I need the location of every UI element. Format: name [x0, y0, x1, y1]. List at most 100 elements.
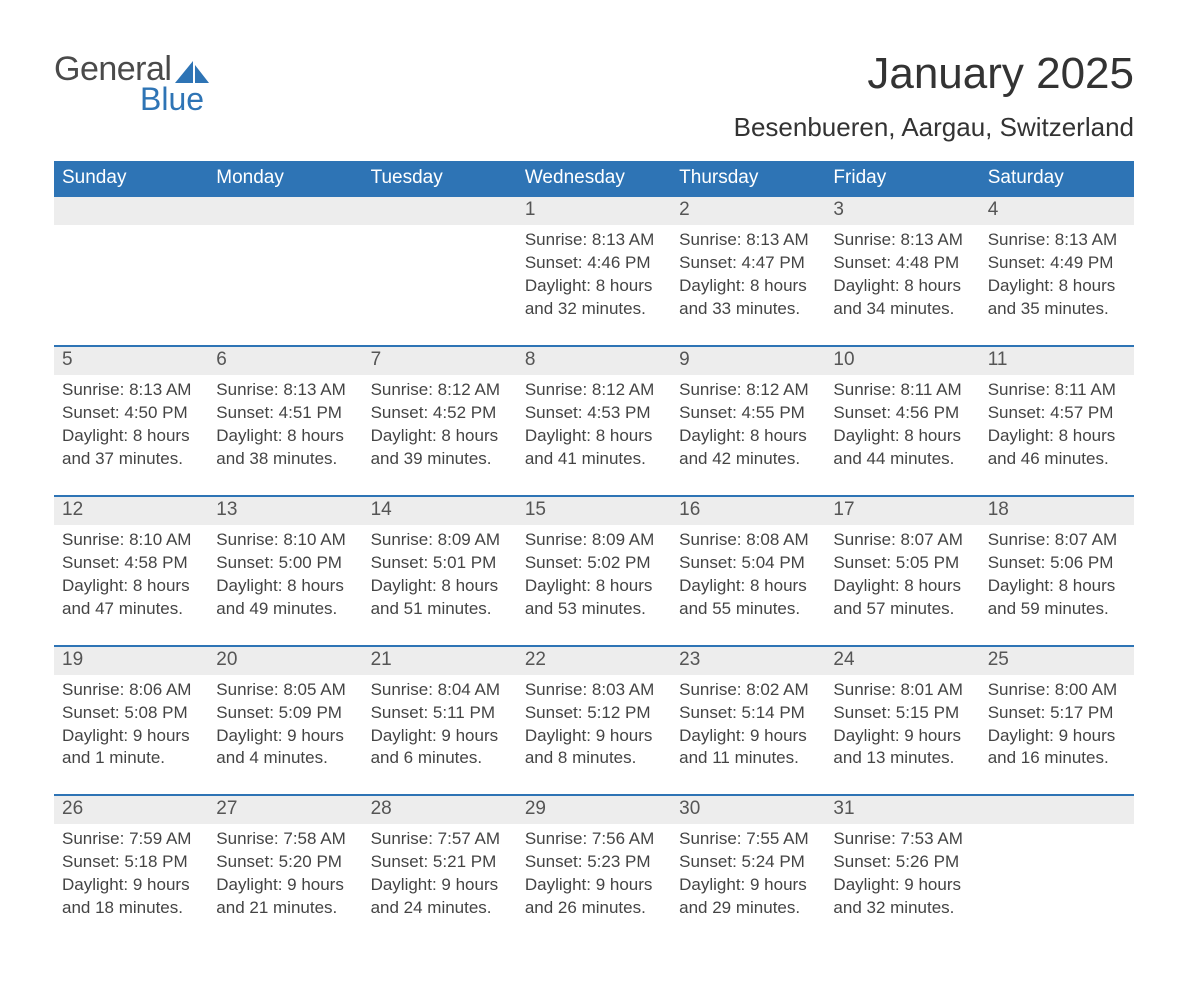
day-cell: Sunrise: 8:12 AMSunset: 4:52 PMDaylight:… [363, 375, 517, 495]
daylight-text-1: Daylight: 8 hours [62, 575, 200, 598]
day-cell: Sunrise: 8:04 AMSunset: 5:11 PMDaylight:… [363, 675, 517, 795]
daylight-text-2: and 47 minutes. [62, 598, 200, 621]
sunrise-text: Sunrise: 8:08 AM [679, 529, 817, 552]
day-number: 12 [54, 497, 208, 525]
day-number: 31 [825, 796, 979, 824]
sunset-text: Sunset: 5:08 PM [62, 702, 200, 725]
sunrise-text: Sunrise: 8:12 AM [679, 379, 817, 402]
day-number: 10 [825, 347, 979, 375]
sunrise-text: Sunrise: 8:12 AM [371, 379, 509, 402]
sunrise-text: Sunrise: 8:11 AM [988, 379, 1126, 402]
day-cell: Sunrise: 8:05 AMSunset: 5:09 PMDaylight:… [208, 675, 362, 795]
sunset-text: Sunset: 5:23 PM [525, 851, 663, 874]
daylight-text-2: and 38 minutes. [216, 448, 354, 471]
sunrise-text: Sunrise: 7:55 AM [679, 828, 817, 851]
day-number: 11 [980, 347, 1134, 375]
sunrise-text: Sunrise: 8:04 AM [371, 679, 509, 702]
daylight-text-1: Daylight: 9 hours [833, 874, 971, 897]
sunset-text: Sunset: 5:24 PM [679, 851, 817, 874]
day-number [980, 796, 1134, 824]
day-number: 7 [363, 347, 517, 375]
day-cell: Sunrise: 8:13 AMSunset: 4:51 PMDaylight:… [208, 375, 362, 495]
sunrise-text: Sunrise: 8:13 AM [833, 229, 971, 252]
day-number: 28 [363, 796, 517, 824]
sunset-text: Sunset: 4:48 PM [833, 252, 971, 275]
sunset-text: Sunset: 5:17 PM [988, 702, 1126, 725]
day-number: 25 [980, 647, 1134, 675]
day-cell: Sunrise: 7:55 AMSunset: 5:24 PMDaylight:… [671, 824, 825, 944]
daylight-text-2: and 32 minutes. [833, 897, 971, 920]
daylight-text-1: Daylight: 8 hours [679, 425, 817, 448]
sunrise-text: Sunrise: 8:13 AM [62, 379, 200, 402]
day-number: 19 [54, 647, 208, 675]
day-cell: Sunrise: 8:13 AMSunset: 4:47 PMDaylight:… [671, 225, 825, 345]
daylight-text-1: Daylight: 8 hours [679, 275, 817, 298]
sunset-text: Sunset: 5:04 PM [679, 552, 817, 575]
sunrise-text: Sunrise: 8:09 AM [371, 529, 509, 552]
day-cell: Sunrise: 8:03 AMSunset: 5:12 PMDaylight:… [517, 675, 671, 795]
day-header-row: Sunday Monday Tuesday Wednesday Thursday… [54, 161, 1134, 197]
daylight-text-2: and 57 minutes. [833, 598, 971, 621]
flag-icon [175, 61, 209, 83]
daylight-text-2: and 37 minutes. [62, 448, 200, 471]
sunrise-text: Sunrise: 8:10 AM [62, 529, 200, 552]
daylight-text-1: Daylight: 9 hours [216, 874, 354, 897]
daylight-text-1: Daylight: 9 hours [525, 725, 663, 748]
day-cell: Sunrise: 8:00 AMSunset: 5:17 PMDaylight:… [980, 675, 1134, 795]
day-number: 1 [517, 197, 671, 225]
week-body-row: Sunrise: 8:10 AMSunset: 4:58 PMDaylight:… [54, 525, 1134, 645]
header: General Blue January 2025 Besenbueren, A… [54, 50, 1134, 143]
daylight-text-1: Daylight: 9 hours [525, 874, 663, 897]
day-number: 30 [671, 796, 825, 824]
day-number: 3 [825, 197, 979, 225]
week-body-row: Sunrise: 8:13 AMSunset: 4:50 PMDaylight:… [54, 375, 1134, 495]
daylight-text-2: and 41 minutes. [525, 448, 663, 471]
day-cell [54, 225, 208, 345]
day-cell: Sunrise: 7:57 AMSunset: 5:21 PMDaylight:… [363, 824, 517, 944]
daylight-text-1: Daylight: 8 hours [525, 275, 663, 298]
daylight-text-2: and 29 minutes. [679, 897, 817, 920]
day-header-saturday: Saturday [980, 161, 1134, 197]
daylight-text-2: and 34 minutes. [833, 298, 971, 321]
day-cell: Sunrise: 8:12 AMSunset: 4:53 PMDaylight:… [517, 375, 671, 495]
day-number: 26 [54, 796, 208, 824]
day-number [54, 197, 208, 225]
daylight-text-1: Daylight: 8 hours [833, 275, 971, 298]
sunset-text: Sunset: 5:11 PM [371, 702, 509, 725]
daylight-text-1: Daylight: 8 hours [371, 575, 509, 598]
sunset-text: Sunset: 4:53 PM [525, 402, 663, 425]
day-number: 17 [825, 497, 979, 525]
week-daynum-row: 19202122232425 [54, 645, 1134, 675]
daylight-text-1: Daylight: 8 hours [371, 425, 509, 448]
day-cell: Sunrise: 7:56 AMSunset: 5:23 PMDaylight:… [517, 824, 671, 944]
sunrise-text: Sunrise: 8:07 AM [833, 529, 971, 552]
calendar-body: 1234Sunrise: 8:13 AMSunset: 4:46 PMDayli… [54, 197, 1134, 944]
sunset-text: Sunset: 4:57 PM [988, 402, 1126, 425]
sunset-text: Sunset: 4:58 PM [62, 552, 200, 575]
sunrise-text: Sunrise: 8:02 AM [679, 679, 817, 702]
sunset-text: Sunset: 5:18 PM [62, 851, 200, 874]
calendar: Sunday Monday Tuesday Wednesday Thursday… [54, 161, 1134, 944]
sunset-text: Sunset: 5:02 PM [525, 552, 663, 575]
day-number: 20 [208, 647, 362, 675]
week-daynum-row: 567891011 [54, 345, 1134, 375]
day-header-monday: Monday [208, 161, 362, 197]
page-subtitle: Besenbueren, Aargau, Switzerland [734, 112, 1134, 143]
sunrise-text: Sunrise: 8:06 AM [62, 679, 200, 702]
daylight-text-2: and 32 minutes. [525, 298, 663, 321]
day-cell: Sunrise: 8:10 AMSunset: 4:58 PMDaylight:… [54, 525, 208, 645]
daylight-text-2: and 13 minutes. [833, 747, 971, 770]
daylight-text-2: and 4 minutes. [216, 747, 354, 770]
day-cell: Sunrise: 7:58 AMSunset: 5:20 PMDaylight:… [208, 824, 362, 944]
logo: General Blue [54, 50, 209, 118]
day-cell [208, 225, 362, 345]
daylight-text-1: Daylight: 9 hours [371, 725, 509, 748]
sunset-text: Sunset: 4:52 PM [371, 402, 509, 425]
day-header-wednesday: Wednesday [517, 161, 671, 197]
day-number: 22 [517, 647, 671, 675]
day-header-friday: Friday [825, 161, 979, 197]
sunset-text: Sunset: 4:49 PM [988, 252, 1126, 275]
sunset-text: Sunset: 4:51 PM [216, 402, 354, 425]
sunrise-text: Sunrise: 8:07 AM [988, 529, 1126, 552]
sunrise-text: Sunrise: 7:57 AM [371, 828, 509, 851]
